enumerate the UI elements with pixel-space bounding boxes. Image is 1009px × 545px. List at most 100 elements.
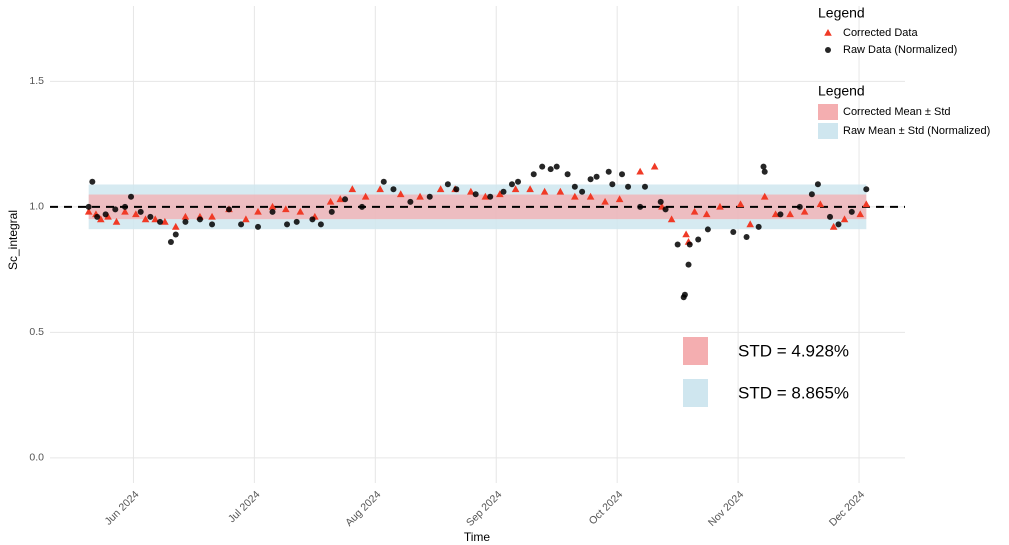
- data-point: [282, 205, 290, 213]
- data-point: [609, 181, 616, 188]
- x-tick-label: Nov 2024: [706, 488, 746, 528]
- data-point: [530, 171, 537, 178]
- data-point: [571, 183, 578, 190]
- data-point: [690, 207, 699, 215]
- data-point: [151, 215, 160, 223]
- x-tick-label: Oct 2024: [587, 488, 626, 527]
- data-point: [615, 195, 624, 203]
- data-point: [827, 213, 834, 220]
- legend-label: Raw Mean ± Std (Normalized): [843, 125, 990, 137]
- data-point: [702, 210, 711, 218]
- data-point: [547, 166, 554, 173]
- y-tick-label: 1.5: [29, 75, 44, 87]
- legend-marker: [825, 47, 831, 53]
- data-point: [157, 218, 164, 225]
- data-point: [167, 238, 174, 245]
- data-point: [481, 192, 490, 200]
- data-point: [296, 207, 305, 215]
- data-point: [390, 186, 397, 193]
- data-point: [564, 171, 571, 178]
- data-point: [736, 200, 745, 208]
- data-point: [496, 190, 504, 198]
- data-point: [641, 183, 648, 190]
- data-point: [112, 206, 119, 213]
- data-point: [225, 206, 232, 213]
- y-axis-label: Sc_integral: [6, 210, 20, 270]
- data-point: [467, 187, 475, 195]
- annotation-swatch: [683, 379, 708, 407]
- data-point: [326, 197, 335, 205]
- data-point: [317, 221, 324, 228]
- data-point: [171, 222, 180, 230]
- data-point: [511, 185, 520, 193]
- data-point: [553, 163, 560, 170]
- data-point: [540, 187, 549, 195]
- data-point: [601, 197, 609, 205]
- legend-title: Legend: [818, 83, 865, 99]
- data-point: [172, 231, 179, 238]
- data-point: [309, 216, 316, 223]
- data-point: [182, 218, 189, 225]
- data-point: [579, 188, 586, 195]
- data-point: [760, 192, 769, 200]
- annotation: STD = 8.865%: [738, 383, 849, 402]
- data-point: [650, 162, 659, 170]
- data-point: [508, 181, 515, 188]
- data-point: [571, 192, 579, 200]
- y-tick-label: 0.5: [29, 326, 44, 338]
- data-point: [539, 163, 546, 170]
- data-point: [605, 168, 612, 175]
- x-tick-label: Dec 2024: [827, 488, 867, 528]
- annotation-swatch: [683, 337, 708, 365]
- data-point: [426, 193, 433, 200]
- data-point: [254, 207, 262, 215]
- data-point: [743, 233, 750, 240]
- data-point: [84, 207, 93, 215]
- data-point: [453, 186, 460, 193]
- data-point: [380, 178, 387, 185]
- data-point: [674, 241, 681, 248]
- data-point: [137, 208, 144, 215]
- legend-label: Corrected Mean ± Std: [843, 106, 951, 118]
- data-point: [730, 228, 737, 235]
- data-point: [89, 178, 96, 185]
- legend-swatch: [818, 104, 838, 120]
- data-point: [359, 203, 366, 210]
- x-axis-label: Time: [464, 530, 491, 544]
- data-point: [840, 215, 849, 223]
- data-point: [361, 192, 370, 200]
- data-point: [814, 181, 821, 188]
- data-point: [268, 202, 277, 210]
- data-point: [777, 211, 784, 218]
- data-point: [196, 216, 203, 223]
- data-point: [515, 178, 522, 185]
- data-point: [112, 217, 121, 225]
- legend-title: Legend: [818, 5, 865, 21]
- data-point: [761, 168, 768, 175]
- data-point: [625, 183, 632, 190]
- data-point: [436, 185, 445, 193]
- data-point: [800, 207, 809, 215]
- data-point: [96, 215, 105, 223]
- data-point: [132, 210, 140, 218]
- data-point: [328, 208, 335, 215]
- data-point: [796, 203, 803, 210]
- data-point: [862, 200, 871, 208]
- data-point: [128, 193, 135, 200]
- data-point: [746, 220, 755, 228]
- data-point: [284, 221, 291, 228]
- data-point: [407, 198, 414, 205]
- data-point: [208, 212, 216, 220]
- data-point: [121, 207, 129, 215]
- legend-label: Corrected Data: [843, 27, 918, 39]
- data-point: [255, 223, 262, 230]
- data-point: [396, 190, 405, 198]
- data-point: [835, 221, 842, 228]
- data-point: [487, 193, 494, 200]
- data-point: [681, 291, 688, 298]
- data-point: [526, 185, 534, 193]
- data-point: [808, 191, 815, 198]
- data-point: [104, 212, 112, 220]
- data-point: [556, 187, 565, 195]
